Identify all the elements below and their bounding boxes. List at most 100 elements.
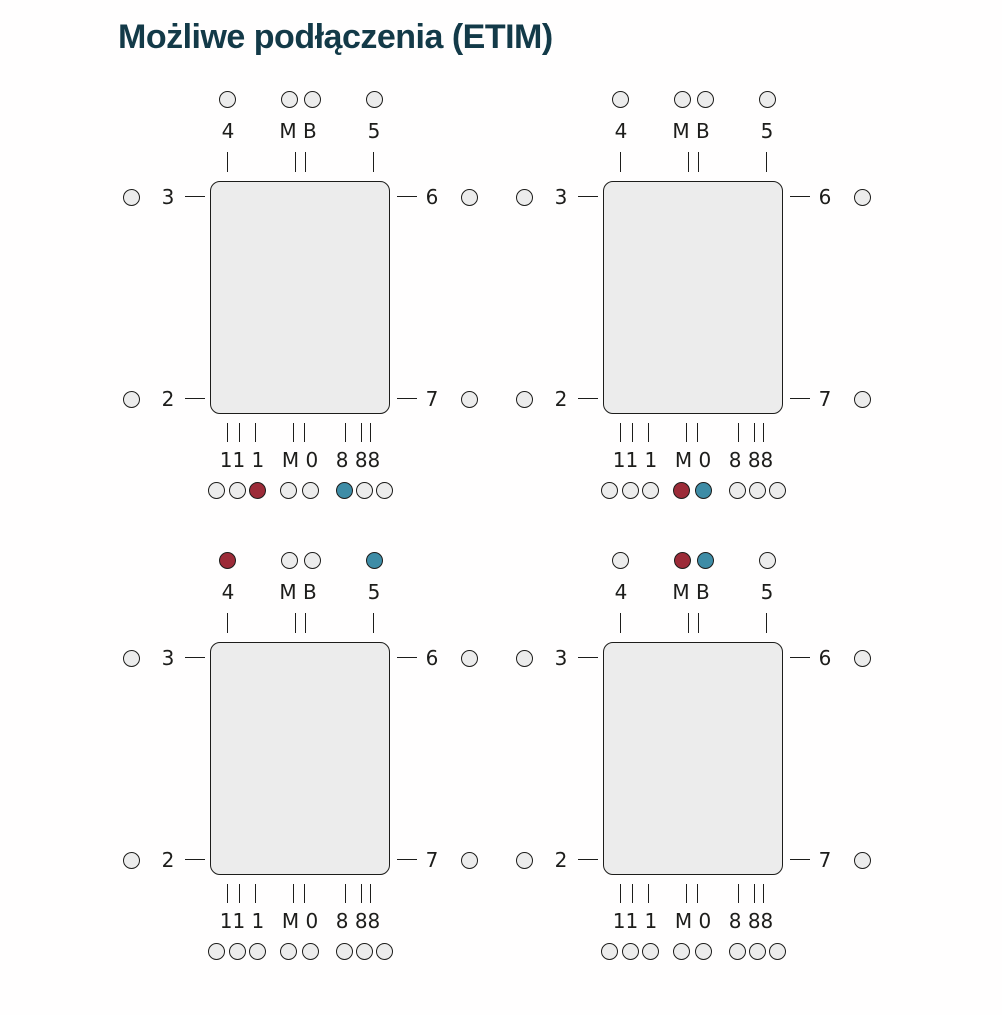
terminal-circle-bottom-4 [280, 943, 297, 960]
pin-label-bottom-m0: M 0 [281, 909, 319, 933]
terminal-circle-bottom-3 [249, 482, 266, 499]
pin-label-bottom-111: 11 1 [612, 448, 658, 472]
terminal-circle-left-2 [123, 391, 140, 408]
terminal-circle-right-7 [461, 391, 478, 408]
pin-label-left-3: 3 [161, 646, 175, 670]
pin-tick [227, 423, 228, 442]
pin-tick [632, 423, 633, 442]
pin-label-bottom-m0: M 0 [674, 448, 712, 472]
pin-tick [305, 613, 306, 633]
terminal-circle-top-b [304, 91, 321, 108]
pin-dash [578, 398, 598, 399]
terminal-circle-bottom-7 [356, 943, 373, 960]
pin-label-right-7: 7 [818, 848, 832, 872]
pin-tick [686, 423, 687, 442]
terminal-circle-left-3 [516, 189, 533, 206]
pin-tick [688, 613, 689, 633]
pin-label-top-5: 5 [367, 119, 381, 143]
terminal-circle-right-6 [461, 189, 478, 206]
terminal-circle-top-4 [612, 552, 629, 569]
pin-label-top-mb: M B [672, 580, 710, 604]
terminal-circle-bottom-2 [622, 943, 639, 960]
pin-tick [361, 423, 362, 442]
terminal-circle-left-3 [123, 189, 140, 206]
pin-tick [698, 613, 699, 633]
terminal-circle-bottom-1 [208, 482, 225, 499]
pin-dash [185, 196, 205, 197]
terminal-circle-bottom-5 [695, 482, 712, 499]
terminal-circle-right-7 [461, 852, 478, 869]
pin-tick [688, 152, 689, 172]
terminal-circle-bottom-1 [601, 943, 618, 960]
terminal-circle-bottom-2 [622, 482, 639, 499]
terminal-circle-bottom-5 [695, 943, 712, 960]
pin-tick [373, 613, 374, 633]
pin-label-top-mb: M B [279, 119, 317, 143]
pin-tick [686, 884, 687, 903]
terminal-circle-bottom-7 [749, 943, 766, 960]
pin-label-top-5: 5 [367, 580, 381, 604]
pin-tick [345, 423, 346, 442]
pin-dash [185, 398, 205, 399]
pin-label-bottom-111: 11 1 [219, 448, 265, 472]
pin-label-bottom-888: 8 88 [335, 909, 381, 933]
pin-tick [239, 884, 240, 903]
terminal-circle-left-2 [516, 852, 533, 869]
pin-label-left-3: 3 [554, 185, 568, 209]
pin-tick [255, 884, 256, 903]
pin-dash [578, 196, 598, 197]
pin-label-bottom-888: 8 88 [728, 448, 774, 472]
terminal-circle-bottom-2 [229, 482, 246, 499]
terminal-circle-top-5 [366, 91, 383, 108]
terminal-circle-bottom-7 [356, 482, 373, 499]
pin-dash [185, 657, 205, 658]
pin-label-top-5: 5 [760, 119, 774, 143]
pin-tick [697, 884, 698, 903]
terminal-circle-top-m [281, 91, 298, 108]
pin-tick [239, 423, 240, 442]
terminal-circle-bottom-3 [642, 943, 659, 960]
terminal-circle-top-5 [759, 552, 776, 569]
pin-tick [255, 423, 256, 442]
pin-tick [361, 884, 362, 903]
connection-diagram-variant-4: 4 M B 5 3 2 6 7 11 1 M 0 8 88 [508, 546, 878, 966]
page-title: Możliwe podłączenia (ETIM) [118, 18, 553, 56]
pin-label-top-4: 4 [221, 580, 235, 604]
device-body [603, 181, 783, 414]
pin-dash [790, 859, 810, 860]
terminal-circle-top-m [674, 91, 691, 108]
terminal-circle-top-b [304, 552, 321, 569]
pin-label-right-6: 6 [818, 185, 832, 209]
pin-label-top-4: 4 [614, 119, 628, 143]
pin-tick [648, 884, 649, 903]
terminal-circle-bottom-4 [673, 482, 690, 499]
terminal-circle-bottom-5 [302, 482, 319, 499]
pin-label-top-4: 4 [221, 119, 235, 143]
pin-tick [620, 423, 621, 442]
pin-label-top-mb: M B [672, 119, 710, 143]
terminal-circle-bottom-3 [249, 943, 266, 960]
pin-tick [293, 423, 294, 442]
terminal-circle-bottom-8 [376, 482, 393, 499]
pin-dash [578, 657, 598, 658]
pin-tick [304, 884, 305, 903]
terminal-circle-bottom-8 [376, 943, 393, 960]
pin-tick [295, 613, 296, 633]
pin-label-right-7: 7 [425, 387, 439, 411]
terminal-circle-right-6 [854, 189, 871, 206]
pin-tick [293, 884, 294, 903]
terminal-circle-bottom-2 [229, 943, 246, 960]
pin-tick [345, 884, 346, 903]
terminal-circle-right-6 [461, 650, 478, 667]
pin-dash [790, 398, 810, 399]
terminal-circle-top-4 [219, 91, 236, 108]
pin-tick [620, 884, 621, 903]
terminal-circle-left-3 [123, 650, 140, 667]
pin-label-right-6: 6 [425, 185, 439, 209]
pin-label-left-2: 2 [161, 387, 175, 411]
terminal-circle-bottom-4 [280, 482, 297, 499]
terminal-circle-right-7 [854, 852, 871, 869]
device-body [210, 642, 390, 875]
terminal-circle-bottom-6 [729, 943, 746, 960]
